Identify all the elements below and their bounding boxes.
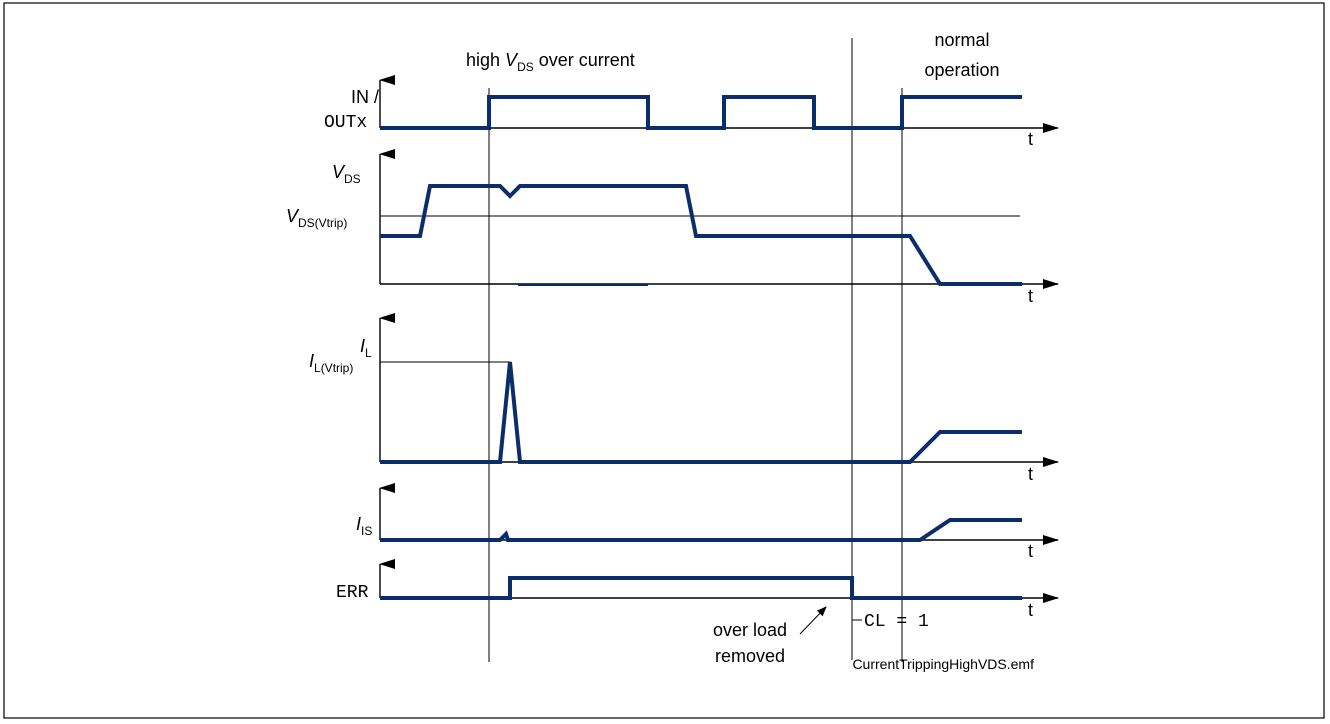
region-label-normal-line2: operation	[924, 60, 999, 80]
cl-pointer-line	[851, 600, 862, 621]
il-trip-label: IL(Vtrip)	[309, 351, 353, 375]
il-waveform	[380, 361, 1022, 464]
in-out-time-label: t	[1028, 129, 1033, 149]
filename-caption: CurrentTrippingHighVDS.emf	[852, 656, 1034, 672]
vds-label: VDS	[332, 162, 361, 186]
is-time-label: t	[1028, 541, 1033, 561]
in-out-waveform	[380, 95, 1022, 130]
region-label-normal-line1: normal	[934, 30, 989, 50]
vds-time-label: t	[1028, 286, 1033, 306]
is-waveform	[380, 518, 1022, 542]
il-time-label: t	[1028, 464, 1033, 484]
in-out-label-bottom: OUTx	[324, 113, 367, 133]
err-waveform	[380, 576, 1022, 600]
overload-pointer-arrow	[799, 606, 827, 635]
region-label-overcurrent: high VDS over current	[466, 50, 635, 74]
err-label: ERR	[336, 583, 369, 603]
overload-label-line2: removed	[715, 646, 785, 666]
il-label: IL	[360, 336, 372, 360]
vds-trip-label: VDS(Vtrip)	[286, 206, 347, 230]
diagram-frame	[3, 2, 1325, 719]
vds-waveform	[380, 184, 1022, 286]
in-out-label-top: IN /	[351, 87, 379, 107]
cl-label: CL = 1	[864, 612, 929, 632]
err-time-label: t	[1028, 600, 1033, 620]
overload-label-line1: over load	[713, 620, 787, 640]
is-label: IIS	[356, 514, 372, 538]
